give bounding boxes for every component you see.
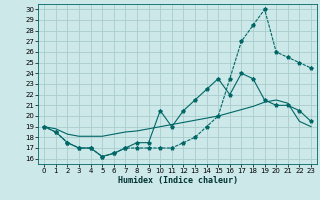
X-axis label: Humidex (Indice chaleur): Humidex (Indice chaleur) (118, 176, 238, 185)
